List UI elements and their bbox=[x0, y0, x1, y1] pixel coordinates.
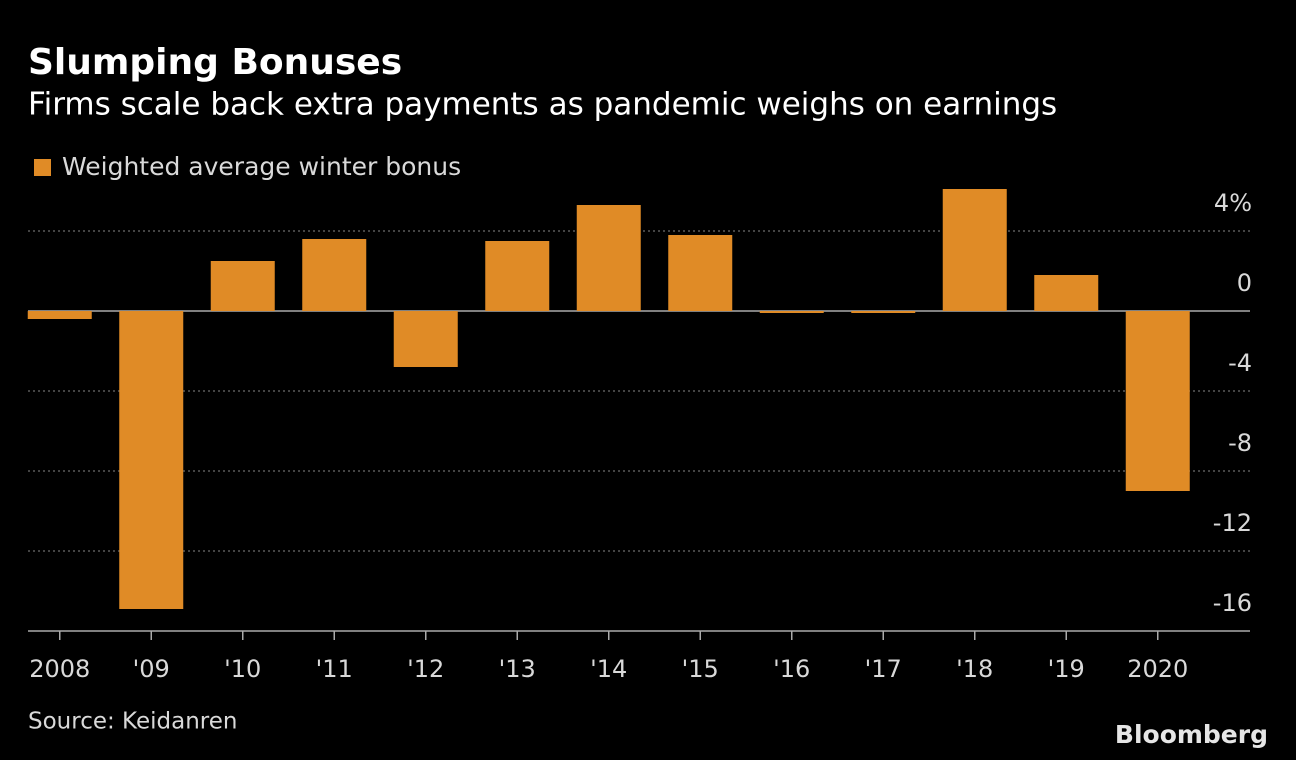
bar bbox=[393, 311, 458, 367]
legend-label: Weighted average winter bonus bbox=[62, 152, 461, 181]
x-tick-label: '16 bbox=[773, 655, 810, 683]
x-tick-label: '14 bbox=[590, 655, 627, 683]
bar bbox=[210, 261, 275, 311]
bar bbox=[942, 189, 1007, 311]
x-tick-label: '17 bbox=[865, 655, 902, 683]
bar bbox=[576, 205, 641, 311]
y-tick-label: -4 bbox=[1228, 349, 1252, 377]
x-tick-label: '10 bbox=[224, 655, 261, 683]
bar bbox=[851, 311, 916, 313]
x-tick-label: 2008 bbox=[29, 655, 90, 683]
source: Source: Keidanren bbox=[28, 709, 237, 735]
x-tick-label: '15 bbox=[682, 655, 719, 683]
y-tick-label: -16 bbox=[1213, 589, 1252, 617]
bar bbox=[759, 311, 824, 313]
y-tick-label: 4% bbox=[1214, 189, 1252, 217]
x-tick-label: 2020 bbox=[1127, 655, 1188, 683]
x-tick-label: '13 bbox=[499, 655, 536, 683]
brand: Bloomberg bbox=[1115, 720, 1268, 749]
bar bbox=[1125, 311, 1190, 491]
bar bbox=[668, 235, 733, 311]
x-tick-label: '18 bbox=[956, 655, 993, 683]
bar bbox=[302, 239, 367, 311]
bar bbox=[119, 311, 184, 609]
x-tick-label: '19 bbox=[1048, 655, 1085, 683]
chart-title: Slumping Bonuses bbox=[28, 42, 402, 83]
y-tick-label: 0 bbox=[1237, 269, 1252, 297]
x-tick-label: '09 bbox=[133, 655, 170, 683]
x-tick-label: '11 bbox=[316, 655, 353, 683]
bar bbox=[1034, 275, 1099, 311]
y-tick-label: -12 bbox=[1213, 509, 1252, 537]
bar bbox=[485, 241, 550, 311]
legend-swatch bbox=[34, 159, 51, 176]
chart-subtitle: Firms scale back extra payments as pande… bbox=[28, 87, 1057, 123]
x-tick-label: '12 bbox=[407, 655, 444, 683]
bar bbox=[27, 311, 92, 319]
y-tick-label: -8 bbox=[1228, 429, 1252, 457]
